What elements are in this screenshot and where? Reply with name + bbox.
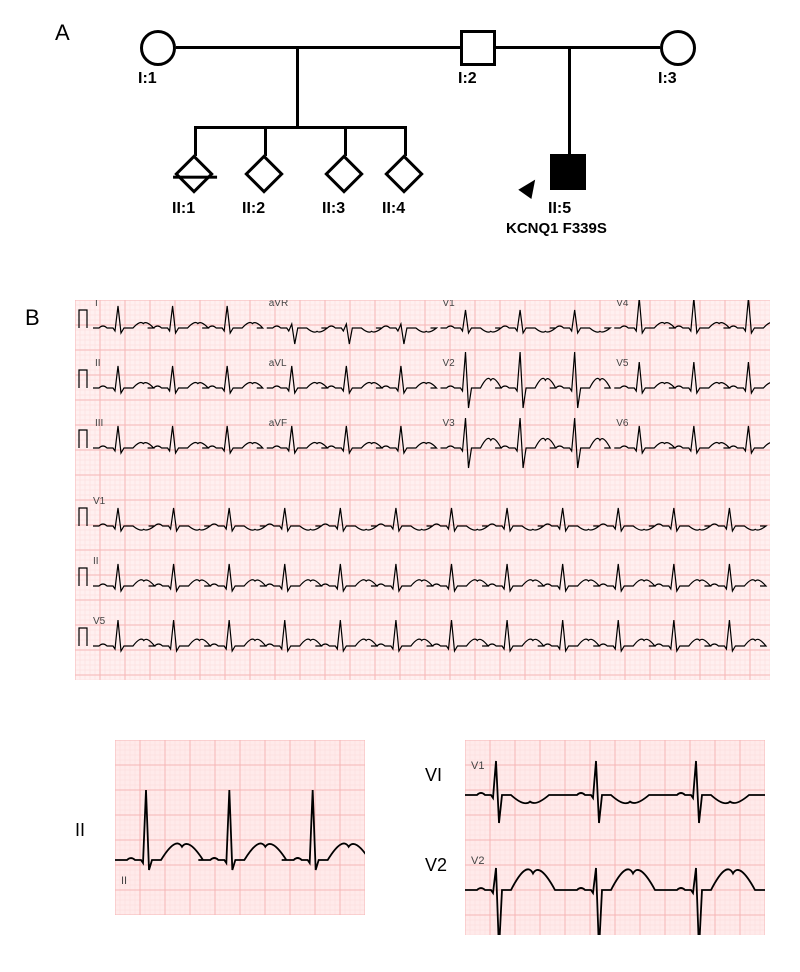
- ecg-main-svg: IaVR V1 V4 II aVL V2 V5 III aVF V3 V6 V1 II V5: [75, 300, 770, 680]
- ecg-detail-right-svg: V1 V2: [465, 740, 765, 935]
- ped-label-II1: II:1: [172, 200, 195, 218]
- svg-text:V5: V5: [93, 616, 106, 627]
- detail-right-label-V2: V2: [425, 855, 447, 876]
- ped-label-II3: II:3: [322, 200, 345, 218]
- ecg-detail-right-panel: V1 V2: [465, 740, 765, 935]
- svg-text:V3: V3: [443, 418, 456, 429]
- proband-arrow-icon: [518, 175, 541, 199]
- svg-text:V4: V4: [616, 300, 629, 309]
- ped-node-II2: [244, 154, 284, 194]
- ped-node-I2: [460, 30, 496, 66]
- ecg-main-panel: IaVR V1 V4 II aVL V2 V5 III aVF V3 V6 V1 II V5: [75, 300, 770, 680]
- detail-right-label-V1: VI: [425, 765, 442, 786]
- ped-line-drop-1: [296, 46, 299, 126]
- svg-text:V5: V5: [616, 358, 629, 369]
- ped-label-II2: II:2: [242, 200, 265, 218]
- pedigree-diagram: I:1 I:2 I:3 II:1 II:2 II:3 II:4 II:5: [100, 20, 720, 260]
- detail-left-label: II: [75, 820, 85, 841]
- ped-node-I3: [660, 30, 696, 66]
- svg-text:V1: V1: [443, 300, 456, 309]
- figure-root: A I:1 I:2 I:3 II:1 II:2 II:3 II:4: [20, 20, 780, 952]
- ped-label-I3: I:3: [658, 70, 677, 88]
- svg-text:aVL: aVL: [269, 358, 287, 369]
- svg-text:II: II: [121, 875, 127, 887]
- ped-line-sibdrop-1: [194, 126, 197, 156]
- ecg-detail-left-panel: II: [115, 740, 365, 915]
- ped-label-II5: II:5: [548, 200, 571, 218]
- svg-text:V1: V1: [471, 760, 484, 772]
- ped-line-marriage-1: [176, 46, 460, 49]
- svg-text:III: III: [95, 418, 103, 429]
- svg-text:V2: V2: [443, 358, 456, 369]
- ped-node-I1: [140, 30, 176, 66]
- panel-A-label: A: [55, 20, 70, 46]
- svg-text:I: I: [95, 300, 98, 309]
- svg-text:aVF: aVF: [269, 418, 287, 429]
- ped-line-drop-2: [568, 46, 571, 154]
- ped-label-II4: II:4: [382, 200, 405, 218]
- ped-line-sibship-1: [194, 126, 404, 129]
- ecg-detail-left-svg: II: [115, 740, 365, 915]
- ped-node-II1: [174, 154, 214, 194]
- ped-node-II3: [324, 154, 364, 194]
- ped-label-I1: I:1: [138, 70, 157, 88]
- svg-text:aVR: aVR: [269, 300, 288, 309]
- panel-B-label: B: [25, 305, 40, 331]
- ped-line-sibdrop-4: [404, 126, 407, 156]
- ped-mutation-label: KCNQ1 F339S: [506, 220, 607, 237]
- ped-node-II4: [384, 154, 424, 194]
- ped-label-I2: I:2: [458, 70, 477, 88]
- svg-text:V1: V1: [93, 496, 106, 507]
- ped-node-II5: [550, 154, 586, 190]
- svg-text:II: II: [95, 358, 101, 369]
- ped-line-marriage-2: [496, 46, 660, 49]
- ped-line-sibdrop-3: [344, 126, 347, 156]
- svg-text:V2: V2: [471, 855, 484, 867]
- svg-text:V6: V6: [616, 418, 629, 429]
- svg-text:II: II: [93, 556, 99, 567]
- ped-line-sibdrop-2: [264, 126, 267, 156]
